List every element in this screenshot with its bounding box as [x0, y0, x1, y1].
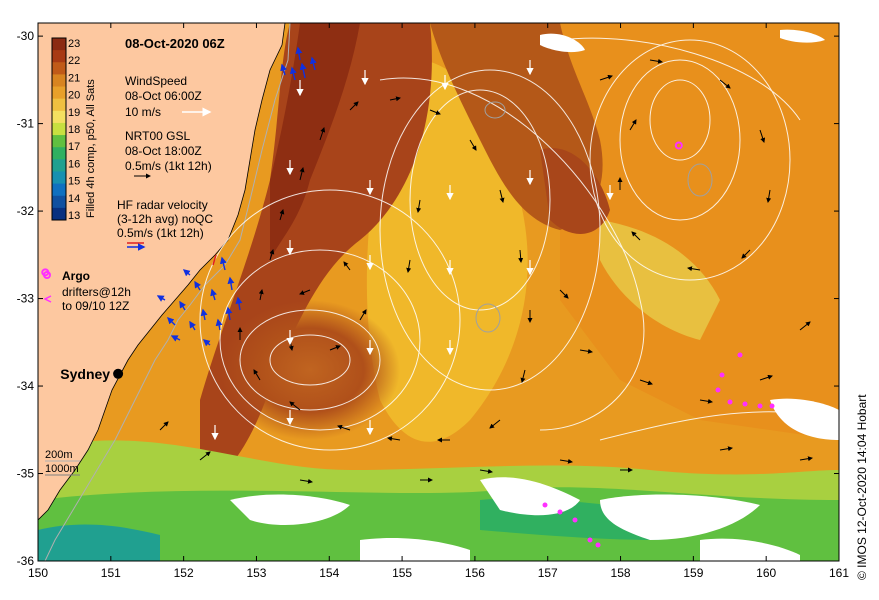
y-tick-label: -35: [17, 467, 35, 481]
x-tick-label: 160: [756, 566, 776, 580]
colorbar-swatch: [52, 159, 66, 172]
hf-scale: 0.5m/s (1kt 12h): [117, 226, 204, 240]
gsl-time: 08-Oct 18:00Z: [125, 144, 202, 158]
ssh-contours: [199, 37, 839, 451]
y-tick-label: -34: [17, 379, 35, 393]
colorbar-tick-label: 17: [68, 141, 80, 153]
x-axis: 150 151 152 153 154 155 156 157 158 159 160 161: [28, 23, 849, 580]
x-tick-label: 158: [611, 566, 631, 580]
x-tick-label: 154: [319, 566, 339, 580]
gsl-scale: 0.5m/s (1kt 12h): [125, 159, 212, 173]
colorbar-tick-label: 21: [68, 72, 80, 84]
colorbar-swatch: [52, 183, 66, 197]
hf-radar-arrows: [156, 46, 317, 347]
x-tick-label: 161: [829, 566, 849, 580]
colorbar-tick-label: 20: [68, 90, 80, 102]
hf-sub: (3-12h avg) noQC: [117, 212, 213, 226]
x-tick-label: 153: [246, 566, 266, 580]
colorbar-swatch: [52, 110, 66, 124]
drifter-sub: to 09/10 12Z: [62, 299, 129, 313]
colorbar-swatch: [52, 147, 66, 160]
x-tick-label: 155: [392, 566, 412, 580]
drifter-label: drifters@12h: [62, 285, 131, 299]
grey-contours: [475, 101, 713, 333]
sst-field: [38, 23, 839, 561]
colorbar-swatch: [52, 195, 66, 209]
wind-time: 08-Oct 06:00Z: [125, 89, 202, 103]
hf-title: HF radar velocity: [117, 198, 208, 212]
x-tick-label: 156: [465, 566, 485, 580]
drifter-tracks: [542, 352, 775, 548]
x-tick-label: 159: [683, 566, 703, 580]
colorbar-swatch: [52, 135, 66, 148]
credit-text: © IMOS 12-Oct-2020 14:04 Hobart: [855, 394, 869, 580]
colorbar-tick-label: 18: [68, 124, 80, 136]
map-title: 08-Oct-2020 06Z: [125, 36, 225, 51]
colorbar-frame: [51, 37, 67, 221]
y-tick-label: -33: [17, 292, 35, 306]
wind-arrows: [211, 60, 614, 441]
colorbar: 23 22 21 20 19 18 17 16 15 14 13: [51, 37, 80, 222]
colorbar-swatch: [52, 98, 66, 112]
colorbar-label: Filled 4h comp, p50, All Sats: [85, 79, 97, 218]
wind-title: WindSpeed: [125, 74, 187, 88]
colorbar-swatch: [52, 62, 66, 75]
x-tick-label: 151: [101, 566, 121, 580]
argo-float-marker: [674, 141, 683, 150]
colorbar-tick-label: 23: [68, 38, 80, 50]
argo-label: Argo: [62, 269, 90, 283]
x-tick-label: 152: [174, 566, 194, 580]
y-axis: -30 -31 -32 -33 -34 -35 -36: [17, 29, 839, 568]
colorbar-tick-label: 22: [68, 55, 80, 67]
y-tick-label: -30: [17, 29, 35, 43]
gsl-title: NRT00 GSL: [125, 129, 190, 143]
colorbar-tick-label: 16: [68, 158, 80, 170]
colorbar-swatch: [52, 171, 66, 185]
colorbar-tick-label: 15: [68, 176, 80, 188]
colorbar-tick-label: 19: [68, 107, 80, 119]
y-tick-label: -32: [17, 204, 35, 218]
x-tick-label: 150: [28, 566, 48, 580]
colorbar-tick-label: 13: [68, 210, 80, 222]
sydney-marker: Sydney: [60, 366, 124, 382]
gsl-arrows: [159, 58, 813, 484]
hf-radar-red: [212, 254, 217, 266]
x-tick-label: 157: [538, 566, 558, 580]
colorbar-swatch: [52, 74, 66, 88]
bathy-1000-label: 1000m: [45, 463, 79, 475]
bathy-200-label: 200m: [45, 449, 73, 461]
plot-frame: [37, 22, 840, 562]
colorbar-swatch: [52, 38, 66, 51]
y-tick-label: -36: [17, 554, 35, 568]
legend: WindSpeed 08-Oct 06:00Z 10 m/s NRT00 GSL…: [43, 74, 213, 476]
colorbar-tick-label: 14: [68, 193, 80, 205]
drifter-legend-icon: [43, 295, 52, 303]
colorbar-swatch: [52, 207, 66, 221]
colorbar-swatch: [52, 122, 66, 136]
colorbar-swatch: [52, 86, 66, 100]
wind-scale: 10 m/s: [125, 105, 161, 119]
argo-legend-icon: [43, 271, 51, 279]
y-tick-label: -31: [17, 117, 35, 131]
colorbar-swatch: [52, 50, 66, 63]
sydney-label: Sydney: [60, 366, 110, 382]
